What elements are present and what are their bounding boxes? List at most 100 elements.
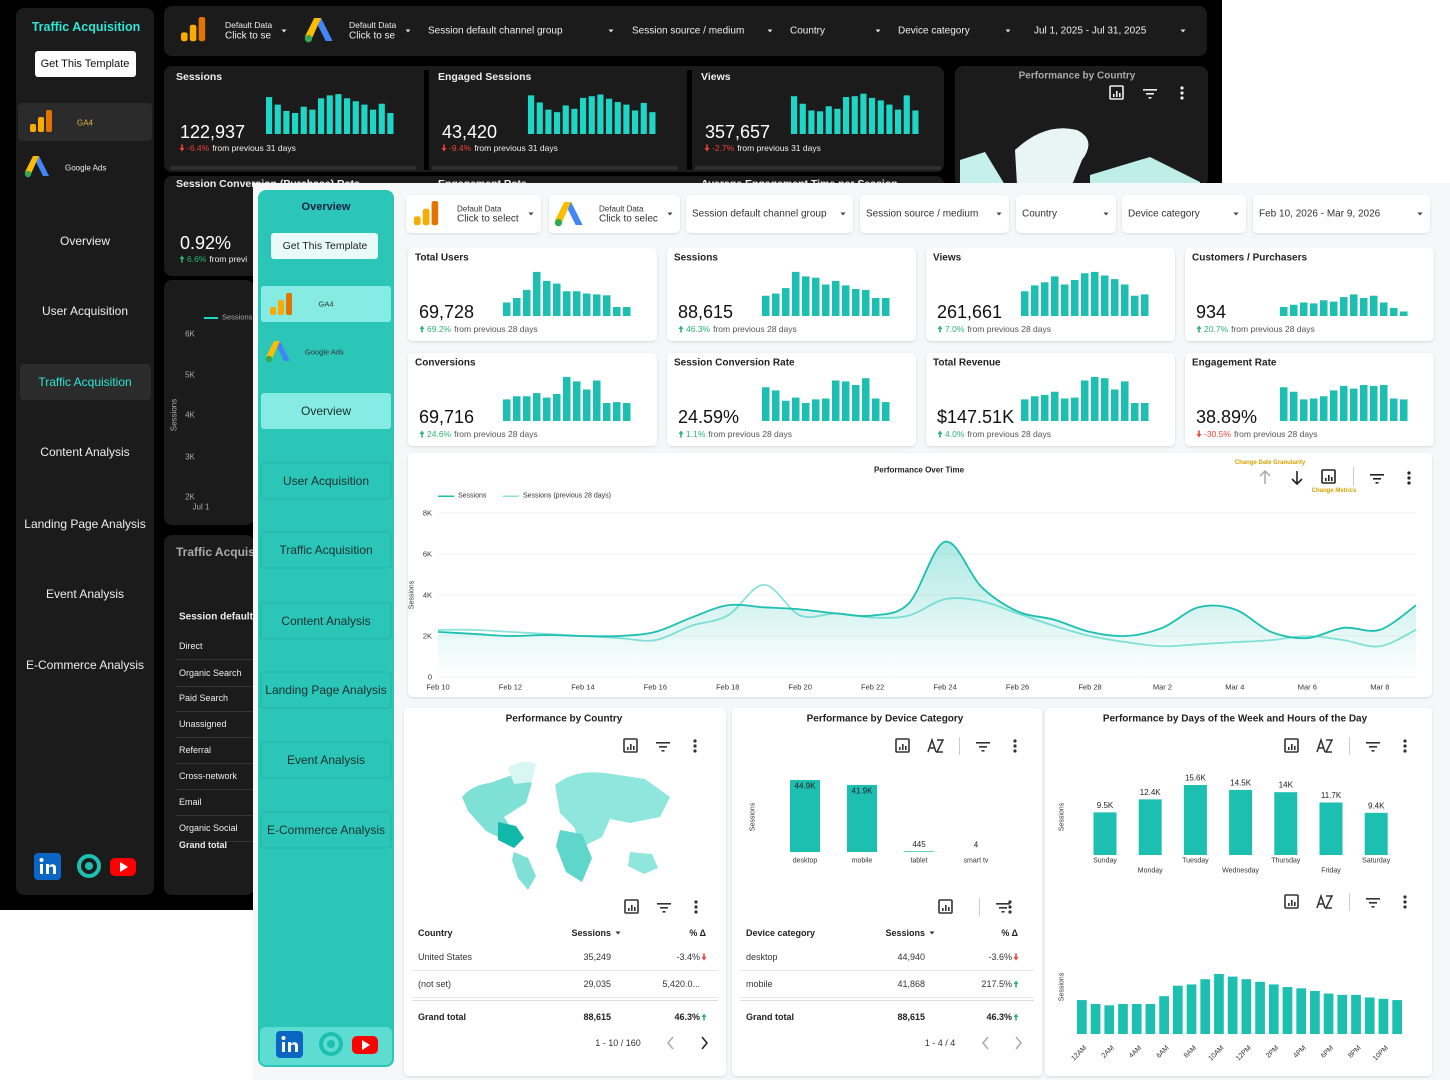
button-label[interactable]: Get This Template (283, 240, 368, 252)
filter[interactable]: Country (790, 26, 825, 37)
looker-icon (85, 862, 93, 870)
filter[interactable]: Device category (898, 26, 970, 37)
filter[interactable]: Session source / medium (866, 209, 978, 220)
ads-icon (265, 355, 273, 363)
nav-item[interactable]: Traffic Acquisition (38, 375, 131, 389)
spark-bar (852, 289, 860, 316)
nav-item[interactable]: E-Commerce Analysis (26, 658, 144, 672)
more-icon[interactable] (1008, 905, 1012, 909)
more-icon[interactable] (1180, 91, 1184, 95)
nav-item[interactable]: Content Analysis (281, 614, 370, 628)
nav-item[interactable]: Overview (60, 234, 110, 248)
nav-item[interactable]: User Acquisition (42, 304, 128, 318)
template-button[interactable] (35, 51, 136, 77)
x-tick-label: Thursday (1271, 858, 1301, 865)
linkedin-icon (46, 864, 56, 874)
more-icon[interactable] (1180, 96, 1184, 100)
template-button[interactable] (271, 233, 378, 259)
row-divider (176, 815, 254, 816)
x-tick-label: Feb 20 (789, 683, 812, 692)
next-icon[interactable] (701, 1036, 708, 1050)
spark-bar (812, 399, 820, 421)
nav-item[interactable]: E-Commerce Analysis (267, 823, 385, 837)
delta: 1.1% from previous 28 days (686, 429, 792, 439)
y-tick-label: 6K (423, 550, 432, 559)
linkedin-icon (288, 1042, 298, 1052)
nav-item[interactable]: Traffic Acquisition (279, 543, 372, 557)
kpi-value: 88,615 (678, 302, 733, 322)
more-icon[interactable] (1407, 471, 1411, 475)
nav-item[interactable]: Event Analysis (46, 587, 124, 601)
map-shape (498, 822, 524, 848)
more-icon[interactable] (1013, 749, 1017, 753)
more-icon[interactable] (693, 739, 697, 743)
x-tick-label: Feb 22 (861, 683, 884, 692)
filter-icon (981, 750, 985, 752)
nav-item[interactable]: Event Analysis (287, 753, 365, 767)
nav-item[interactable]: Landing Page Analysis (24, 517, 145, 531)
more-icon[interactable] (693, 749, 697, 753)
more-icon[interactable] (1008, 910, 1012, 914)
delta-arrow (1013, 1013, 1019, 1021)
filter[interactable]: Feb 10, 2026 - Mar 9, 2026 (1259, 209, 1381, 220)
label: Click to select (457, 214, 519, 225)
spark-bar (1081, 380, 1089, 421)
more-icon[interactable] (693, 744, 697, 748)
scorecard (926, 248, 1175, 341)
button-label[interactable]: Get This Template (41, 58, 130, 70)
spark-bar (543, 397, 551, 421)
nav-item[interactable]: Overview (301, 404, 351, 418)
chart-icon (938, 899, 953, 914)
filter[interactable]: Jul 1, 2025 - Jul 31, 2025 (1034, 26, 1147, 37)
filter-icon (979, 746, 987, 748)
more-icon[interactable] (1008, 900, 1012, 904)
filter[interactable]: Session default channel group (428, 26, 563, 37)
dropdown-caret (608, 29, 614, 33)
spark-bar (563, 291, 571, 316)
spark-bar (832, 380, 840, 421)
filter[interactable]: Session default channel group (692, 209, 827, 220)
more-icon[interactable] (1403, 900, 1407, 904)
label: Total Users (415, 253, 469, 264)
more-icon[interactable] (1403, 905, 1407, 909)
filter[interactable]: Country (1022, 209, 1057, 220)
kpi-value: 261,661 (937, 302, 1002, 322)
filter-icon (1148, 97, 1152, 99)
bar (1296, 988, 1307, 1034)
filter[interactable]: Device category (1128, 209, 1200, 220)
nav-item[interactable]: User Acquisition (283, 474, 369, 488)
label: Engagement Rate (1192, 358, 1277, 369)
divider (959, 737, 960, 755)
row-divider (176, 763, 254, 764)
more-icon[interactable] (1013, 739, 1017, 743)
nav-item[interactable]: Landing Page Analysis (265, 683, 386, 697)
kpi-value: 69,716 (419, 407, 474, 427)
more-icon[interactable] (1407, 481, 1411, 485)
more-icon[interactable] (694, 910, 698, 914)
bar (1337, 994, 1348, 1034)
more-icon[interactable] (694, 900, 698, 904)
bar (790, 780, 820, 852)
next-icon[interactable] (1015, 1036, 1022, 1050)
spark-bar (352, 101, 359, 134)
label: Click to se (349, 31, 396, 42)
more-icon[interactable] (1013, 744, 1017, 748)
delta: 4.0% from previous 28 days (945, 429, 1051, 439)
more-icon[interactable] (1407, 476, 1411, 480)
more-icon[interactable] (1403, 895, 1407, 899)
more-icon[interactable] (694, 905, 698, 909)
prev-icon[interactable] (982, 1036, 989, 1050)
bar (847, 784, 877, 852)
more-icon[interactable] (1403, 749, 1407, 753)
prev-icon[interactable] (667, 1036, 674, 1050)
label: Views (933, 253, 962, 264)
filter[interactable]: Session source / medium (632, 26, 744, 37)
more-icon[interactable] (1403, 744, 1407, 748)
delta-value: 7.0% (945, 324, 965, 334)
more-icon[interactable] (1403, 739, 1407, 743)
map-shape (960, 152, 1005, 185)
more-icon[interactable] (1180, 86, 1184, 90)
delta-note: from previ (209, 254, 247, 264)
nav-item[interactable]: Content Analysis (40, 445, 129, 459)
chart-icon (633, 746, 635, 750)
